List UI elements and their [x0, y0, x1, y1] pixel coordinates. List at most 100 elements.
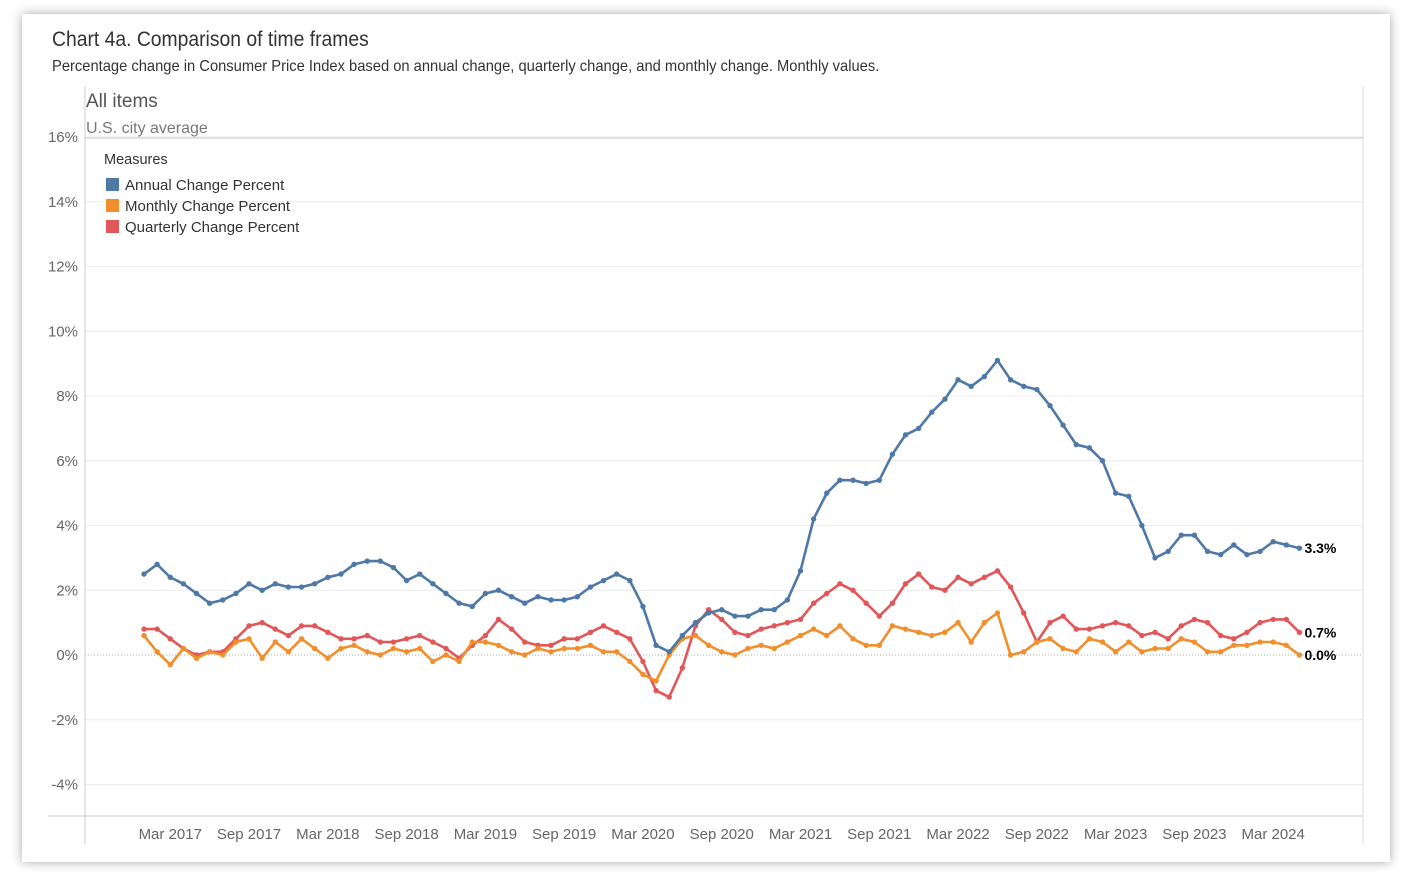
data-point[interactable]	[390, 564, 397, 571]
data-point[interactable]	[745, 613, 751, 619]
data-point[interactable]	[154, 649, 160, 655]
data-point[interactable]	[220, 597, 226, 603]
data-point[interactable]	[719, 649, 725, 655]
data-point[interactable]	[403, 636, 410, 642]
data-point[interactable]	[824, 590, 830, 597]
data-point[interactable]	[180, 581, 187, 587]
data-point[interactable]	[285, 632, 292, 639]
data-point[interactable]	[810, 600, 817, 606]
data-point[interactable]	[1204, 649, 1211, 655]
data-point[interactable]	[377, 652, 384, 658]
data-point[interactable]	[1231, 636, 1237, 642]
data-point[interactable]	[456, 658, 462, 665]
data-point[interactable]	[1112, 490, 1119, 496]
data-point[interactable]	[443, 645, 449, 652]
data-point[interactable]	[955, 619, 961, 626]
data-point[interactable]	[1204, 548, 1211, 555]
data-point[interactable]	[1112, 619, 1119, 626]
data-point[interactable]	[482, 639, 489, 645]
data-point[interactable]	[482, 632, 489, 639]
data-point[interactable]	[942, 587, 948, 593]
data-point[interactable]	[627, 658, 633, 665]
data-point[interactable]	[220, 652, 226, 658]
data-point[interactable]	[1007, 584, 1014, 590]
data-point[interactable]	[508, 594, 515, 600]
data-point[interactable]	[692, 632, 699, 639]
data-point[interactable]	[1217, 632, 1224, 639]
data-point[interactable]	[1112, 649, 1119, 655]
data-point[interactable]	[745, 632, 751, 639]
data-point[interactable]	[377, 558, 384, 564]
data-point[interactable]	[561, 597, 567, 603]
data-point[interactable]	[942, 396, 948, 402]
data-point[interactable]	[508, 649, 515, 655]
data-point[interactable]	[246, 581, 252, 587]
data-point[interactable]	[810, 626, 817, 632]
data-point[interactable]	[968, 581, 974, 587]
data-point[interactable]	[1257, 619, 1263, 626]
data-point[interactable]	[1086, 626, 1093, 632]
data-point[interactable]	[863, 480, 869, 487]
data-point[interactable]	[206, 600, 213, 606]
data-point[interactable]	[311, 623, 318, 629]
data-point[interactable]	[364, 558, 370, 564]
data-point[interactable]	[1178, 623, 1184, 629]
data-point[interactable]	[298, 623, 305, 629]
data-point[interactable]	[233, 590, 239, 597]
data-point[interactable]	[1283, 642, 1290, 648]
data-point[interactable]	[1099, 458, 1106, 464]
data-point[interactable]	[325, 629, 331, 636]
data-point[interactable]	[469, 639, 475, 645]
data-point[interactable]	[1191, 639, 1198, 645]
data-point[interactable]	[1073, 626, 1079, 632]
data-point[interactable]	[1244, 629, 1250, 636]
data-point[interactable]	[311, 645, 318, 652]
data-point[interactable]	[758, 642, 764, 648]
data-point[interactable]	[1165, 645, 1171, 652]
data-point[interactable]	[889, 600, 896, 606]
data-point[interactable]	[561, 636, 567, 642]
data-point[interactable]	[981, 373, 988, 380]
data-point[interactable]	[522, 652, 528, 658]
data-point[interactable]	[167, 636, 173, 642]
data-point[interactable]	[942, 629, 948, 636]
data-point[interactable]	[522, 600, 528, 606]
data-point[interactable]	[613, 649, 620, 655]
data-point[interactable]	[797, 632, 804, 639]
data-point[interactable]	[338, 645, 344, 652]
data-point[interactable]	[666, 649, 672, 655]
data-point[interactable]	[338, 571, 344, 577]
data-point[interactable]	[495, 616, 502, 623]
data-point[interactable]	[443, 652, 449, 658]
data-point[interactable]	[193, 590, 200, 597]
data-point[interactable]	[1270, 538, 1276, 545]
data-point[interactable]	[915, 629, 922, 636]
data-point[interactable]	[627, 577, 633, 584]
data-point[interactable]	[784, 597, 791, 603]
data-point[interactable]	[285, 649, 292, 655]
data-point[interactable]	[1047, 636, 1053, 642]
data-point[interactable]	[1296, 545, 1303, 551]
data-point[interactable]	[193, 655, 200, 661]
data-point[interactable]	[1060, 613, 1066, 619]
data-point[interactable]	[272, 581, 278, 587]
data-point[interactable]	[1283, 542, 1290, 548]
data-point[interactable]	[797, 616, 804, 623]
data-point[interactable]	[1021, 383, 1027, 389]
data-point[interactable]	[351, 642, 357, 648]
data-point[interactable]	[1244, 642, 1250, 648]
data-point[interactable]	[600, 649, 607, 655]
data-point[interactable]	[311, 581, 318, 587]
data-point[interactable]	[1178, 636, 1184, 642]
data-point[interactable]	[1191, 616, 1198, 623]
data-point[interactable]	[1165, 548, 1171, 555]
data-point[interactable]	[968, 639, 974, 645]
data-point[interactable]	[955, 377, 961, 383]
data-point[interactable]	[206, 649, 213, 655]
data-point[interactable]	[180, 645, 187, 652]
data-point[interactable]	[1073, 441, 1079, 448]
data-point[interactable]	[1139, 632, 1145, 639]
data-point[interactable]	[1047, 403, 1053, 409]
data-point[interactable]	[732, 629, 738, 636]
data-point[interactable]	[141, 571, 147, 577]
